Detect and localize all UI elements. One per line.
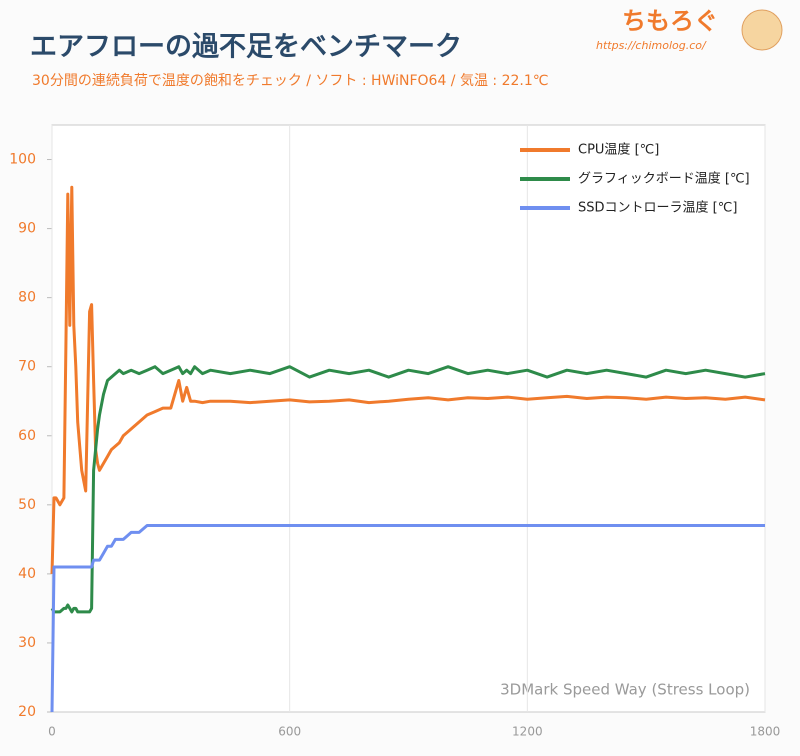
brand-url: https://chimolog.co/ xyxy=(596,39,707,52)
y-tick-label: 40 xyxy=(18,566,36,582)
legend-label: CPU温度 [℃] xyxy=(578,142,659,158)
y-tick-label: 70 xyxy=(18,359,36,375)
y-tick-label: 80 xyxy=(18,290,36,306)
brand-logo xyxy=(741,9,783,51)
y-tick-label: 30 xyxy=(18,635,36,651)
annotation: 3DMark Speed Way (Stress Loop) xyxy=(500,681,750,699)
chart-subtitle: 30分間の連続負荷で温度の飽和をチェック / ソフト : HWiNFO64 / … xyxy=(32,72,549,89)
legend-label: グラフィックボード温度 [℃] xyxy=(578,171,750,187)
y-tick-label: 50 xyxy=(18,497,36,513)
series-line xyxy=(50,185,766,574)
y-tick-label: 20 xyxy=(18,704,36,720)
y-tick-label: 90 xyxy=(18,221,36,237)
x-tick-label: 600 xyxy=(278,725,301,739)
x-tick-label: 1200 xyxy=(512,725,543,739)
brand-name: ちもろぐ xyxy=(622,7,718,35)
y-tick-label: 100 xyxy=(9,152,36,168)
x-tick-label: 1800 xyxy=(750,725,781,739)
series-line xyxy=(50,524,765,713)
plot-area xyxy=(51,124,766,713)
x-tick-label: 0 xyxy=(48,725,56,739)
legend-label: SSDコントローラ温度 [℃] xyxy=(578,200,737,216)
chart-title: エアフローの過不足をベンチマーク xyxy=(30,32,462,63)
y-tick-label: 60 xyxy=(18,428,36,444)
series-line xyxy=(50,365,766,614)
